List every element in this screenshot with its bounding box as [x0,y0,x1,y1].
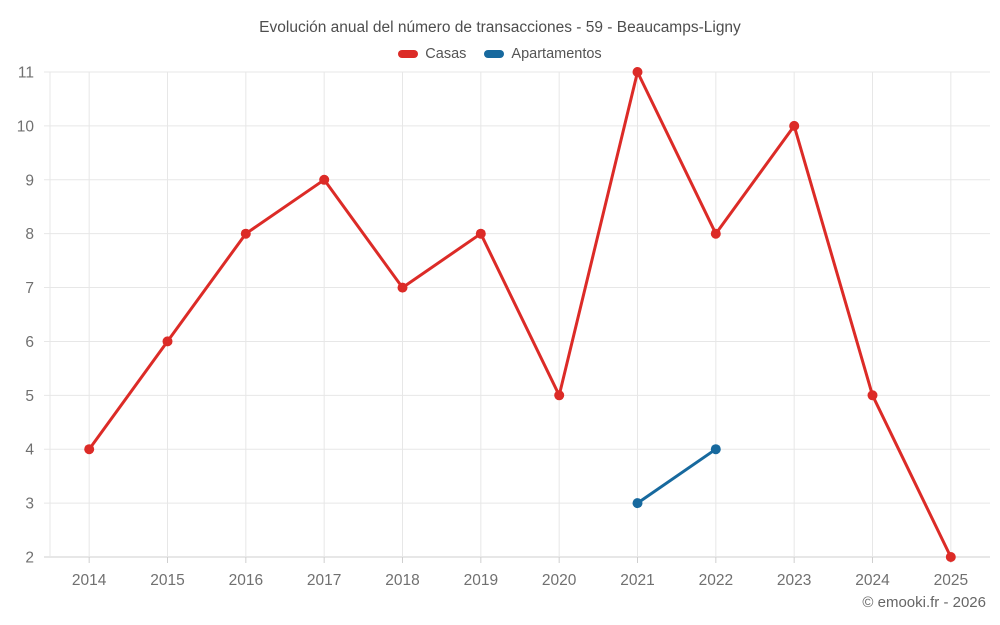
data-point-casas-2021 [632,67,643,77]
data-point-apartamentos-2021 [632,498,643,509]
legend-label: Apartamentos [511,46,602,62]
legend-swatch-casas [398,50,419,58]
legend-label: Casas [425,46,467,62]
data-point-casas-2022 [710,228,721,239]
data-point-casas-2023 [789,120,800,131]
data-point-casas-2024 [867,390,878,401]
x-tick-label: 2024 [855,572,890,589]
y-tick-label: 9 [25,172,34,189]
x-tick-label: 2022 [699,572,733,589]
series-line-casas [87,70,953,559]
chart-title: Evolución anual del número de transaccio… [259,19,741,36]
x-tick-label: 2019 [464,572,498,589]
x-tick-label: 2025 [934,572,968,589]
legend-item-apartamentos[interactable]: Apartamentos [484,46,602,62]
y-tick-label: 2 [25,550,34,567]
x-tick-label: 2023 [777,572,811,589]
data-point-casas-2014 [84,444,95,455]
y-tick-label: 4 [25,442,34,459]
series-line-apartamentos [636,447,718,505]
x-tick-label: 2018 [385,572,419,589]
x-tick-label: 2016 [229,572,263,589]
y-tick-label: 10 [17,118,35,135]
data-point-casas-2016 [240,228,251,239]
legend-item-casas[interactable]: Casas [398,46,466,62]
legend: Casas Apartamentos [0,46,1000,62]
x-tick-label: 2014 [72,572,107,589]
y-tick-label: 8 [25,226,34,243]
x-tick-label: 2021 [620,572,654,589]
x-tick-label: 2020 [542,572,577,589]
y-tick-label: 7 [25,280,34,297]
legend-swatch-apartamentos [484,50,505,58]
data-point-casas-2020 [554,390,565,401]
y-tick-label: 11 [18,65,34,82]
data-point-apartamentos-2022 [710,444,721,455]
x-tick-label: 2015 [150,572,184,589]
data-point-casas-2017 [319,174,330,185]
copyright-link[interactable]: © emooki.fr - 2026 [862,594,986,611]
data-point-casas-2025 [945,552,956,562]
y-tick-label: 5 [25,388,34,405]
data-point-casas-2018 [397,282,408,293]
y-tick-label: 3 [25,496,34,513]
x-tick-label: 2017 [307,572,341,589]
y-tick-label: 6 [25,334,34,351]
data-point-casas-2015 [162,336,173,347]
data-point-casas-2019 [475,228,486,239]
